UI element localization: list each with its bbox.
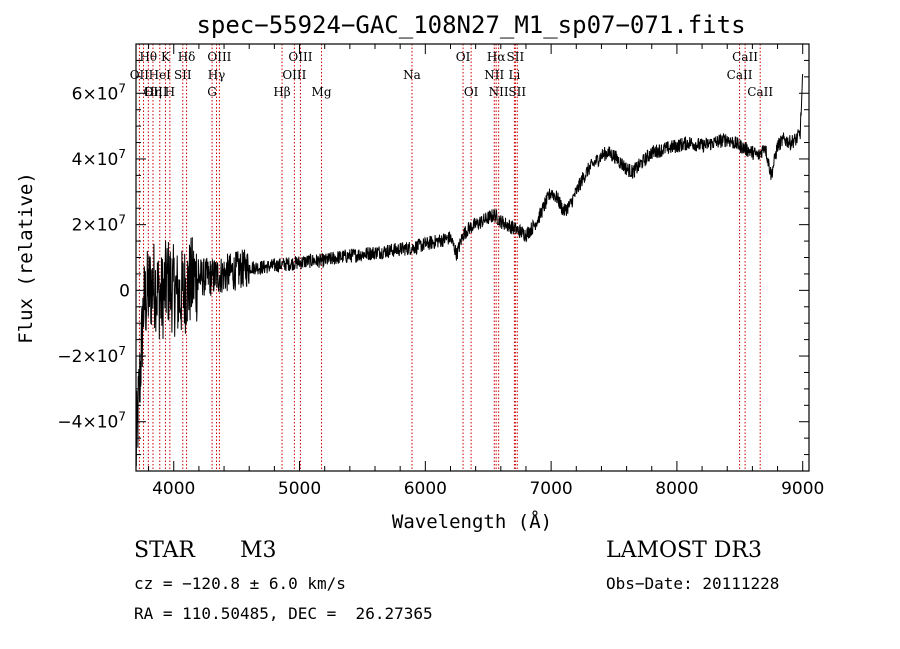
spectral-line-label: NII	[484, 68, 504, 82]
observation-date: Obs−Date: 20111228	[606, 574, 780, 593]
y-tick-label: −2×107	[57, 344, 126, 367]
spectral-line-label: OIII	[144, 85, 168, 99]
spectral-line-label: CaII	[727, 68, 753, 82]
spectral-line-label: OIII	[207, 50, 231, 64]
spectral-line-label: H	[165, 85, 175, 99]
spectral-line-label: Mg	[312, 85, 332, 99]
spectrum-series	[135, 73, 804, 467]
spectrum-line	[135, 73, 804, 467]
x-tick-label: 4000	[152, 479, 195, 499]
spectral-line-label: CaII	[732, 50, 758, 64]
spectral-line-label: CaII	[747, 85, 773, 99]
spectral-line-label: Hη	[144, 85, 162, 99]
spectral-lines	[138, 44, 761, 471]
coordinates: RA = 110.50485, DEC = 26.27365	[134, 604, 433, 623]
spectral-line-label: Hβ	[273, 85, 290, 99]
spectral-line-label: Hθ	[139, 50, 157, 64]
spectral-line-label: Hα	[487, 50, 506, 64]
spectral-line-label: OII	[130, 68, 150, 82]
x-tick-label: 7000	[529, 479, 572, 499]
spectral-line-label: NII	[489, 85, 509, 99]
spectral-line-label: SII	[174, 68, 192, 82]
spectral-line-label: SII	[508, 85, 526, 99]
y-tick-label: −4×107	[57, 410, 126, 433]
spectral-line-label: OI	[456, 50, 471, 64]
y-tick-label: 6×107	[72, 81, 126, 104]
y-tick-label: 2×107	[72, 213, 126, 236]
x-tick-label: 6000	[404, 479, 447, 499]
spectral-line-label: HeI	[149, 68, 172, 82]
redshift-velocity: cz = −120.8 ± 6.0 km/s	[134, 574, 346, 593]
spectral-line-label: SII	[507, 50, 525, 64]
x-tick-label: 8000	[655, 479, 698, 499]
survey-name: LAMOST DR3	[606, 538, 762, 563]
spectral-line-label: K	[161, 50, 171, 64]
y-axis-label: Flux (relative)	[15, 172, 37, 344]
spectrum-plot: spec−55924−GAC_108N27_M1_sp07−071.fits W…	[15, 11, 824, 533]
spectral-line-label: G	[207, 85, 217, 99]
x-tick-label: 5000	[278, 479, 321, 499]
spectral-line-label: Hγ	[208, 68, 226, 82]
object-subclass: M3	[240, 538, 277, 563]
spectral-line-label: Li	[508, 68, 520, 82]
x-axis-label: Wavelength (Å)	[392, 510, 552, 533]
y-tick-label: 4×107	[72, 147, 126, 170]
spectral-line-label: OI	[464, 85, 479, 99]
spectral-line-label: OIII	[288, 50, 312, 64]
axes: 4000 5000 6000 7000 8000 9000 −4×107 −2×107 0 2×1…	[57, 43, 824, 499]
spectral-line-label: Hδ	[178, 50, 196, 64]
spectral-line-label: OIII	[282, 68, 306, 82]
x-tick-label: 9000	[781, 479, 824, 499]
y-tick-label: 0	[119, 281, 130, 301]
spectral-line-label: Na	[403, 68, 421, 82]
chart-title: spec−55924−GAC_108N27_M1_sp07−071.fits	[196, 11, 745, 39]
object-class: STAR	[134, 538, 195, 563]
